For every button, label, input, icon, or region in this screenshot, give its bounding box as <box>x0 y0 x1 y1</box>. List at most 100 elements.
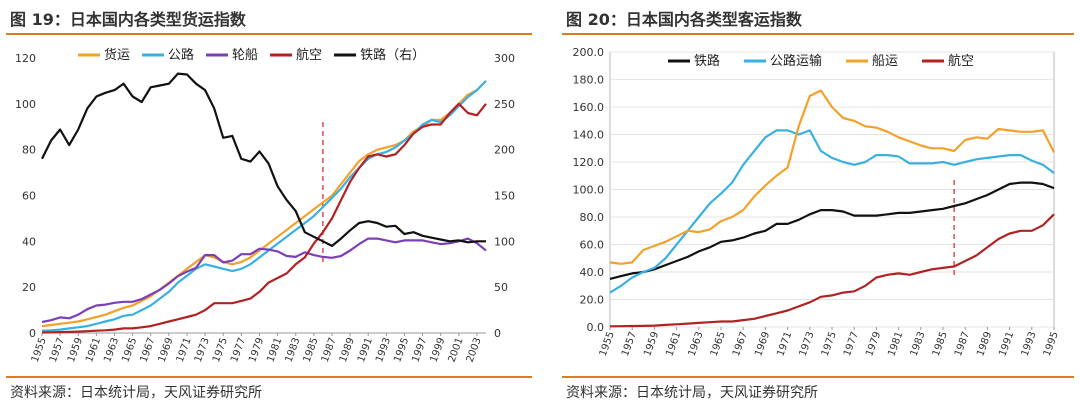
x-tick-label: 1981 <box>886 330 905 358</box>
y-tick-label: 20 <box>22 281 36 294</box>
x-tick-label: 1991 <box>356 336 375 364</box>
y-tick-label: 120.0 <box>573 156 605 169</box>
x-tick-label: 1959 <box>66 336 85 364</box>
x-tick-label: 1969 <box>157 336 176 364</box>
y-tick-label: 0 <box>29 327 36 340</box>
series-line-4 <box>41 102 487 334</box>
y2-tick-label: 100 <box>494 235 515 248</box>
legend-label-4: 航空 <box>296 47 322 63</box>
x-tick-label: 1983 <box>909 330 928 358</box>
legend-label-1: 铁路 <box>694 53 720 69</box>
y-tick-label: 180.0 <box>573 74 605 87</box>
x-tick-label: 1997 <box>410 336 429 364</box>
x-tick-label: 1977 <box>229 336 248 364</box>
x-tick-label: 1985 <box>302 336 321 364</box>
y-tick-label: 40.0 <box>580 266 605 279</box>
y2-tick-label: 200 <box>494 144 515 157</box>
y2-tick-label: 50 <box>494 281 508 294</box>
series-line-1 <box>609 181 1055 280</box>
freight-title-rule <box>6 33 532 35</box>
y2-tick-label: 250 <box>494 98 515 111</box>
x-tick-label: 1961 <box>664 330 683 358</box>
freight-source-note: 资料来源：日本统计局，天风证券研究所 <box>10 385 262 401</box>
x-tick-label: 1957 <box>48 336 67 364</box>
x-tick-label: 1967 <box>139 336 158 364</box>
passenger-index-panel: 图 20：日本国内各类型客运指数 0.0 20.0 40.0 60.0 80.0 100.… <box>556 0 1080 405</box>
series-line-5 <box>41 72 486 247</box>
x-tick-label: 1981 <box>265 336 284 364</box>
freight-source-rule <box>6 376 532 378</box>
x-tick-label: 1975 <box>211 336 230 364</box>
y-tick-label: 140.0 <box>573 129 605 142</box>
x-tick-label: 1967 <box>731 330 750 358</box>
passenger-index-chart: 0.0 20.0 40.0 60.0 80.0 100.0 120.0 140.0 160.0 1… <box>573 46 1061 358</box>
legend-label-2: 公路 <box>168 47 194 63</box>
y-tick-label: 40 <box>22 235 36 248</box>
legend-label-3: 轮船 <box>232 48 258 63</box>
series-line-4 <box>609 213 1055 328</box>
x-tick-label: 2001 <box>447 336 466 364</box>
passenger-title-rule <box>562 33 1074 35</box>
y2-tick-label: 0 <box>494 327 501 340</box>
x-tick-label: 1979 <box>247 336 266 364</box>
x-tick-label: 1977 <box>842 330 861 358</box>
y2-tick-label: 300 <box>494 52 515 65</box>
y-tick-label: 80.0 <box>580 211 605 224</box>
passenger-chart-title: 图 20：日本国内各类型客运指数 <box>566 10 802 29</box>
legend-label-4: 航空 <box>948 53 974 69</box>
y-tick-label: 100.0 <box>573 184 605 197</box>
x-tick-label: 1963 <box>102 336 121 364</box>
legend-label-1: 货运 <box>104 47 130 63</box>
y-tick-label: 200.0 <box>573 46 605 59</box>
legend-label-5: 铁路（右） <box>360 47 425 63</box>
y-tick-label: 120 <box>15 52 36 65</box>
x-tick-label: 2003 <box>465 336 484 364</box>
x-tick-label: 1957 <box>620 330 639 358</box>
series-line-2 <box>609 129 1055 294</box>
x-tick-label: 1971 <box>775 330 794 358</box>
y2-tick-label: 150 <box>494 190 515 203</box>
x-tick-label: 1999 <box>428 336 447 364</box>
x-tick-label: 1963 <box>687 330 706 358</box>
series-line-3 <box>609 89 1055 265</box>
x-tick-label: 1965 <box>709 330 728 358</box>
x-tick-label: 1979 <box>864 330 883 358</box>
x-tick-label: 1975 <box>820 330 839 358</box>
x-tick-label: 1959 <box>642 330 661 358</box>
freight-chart-title: 图 19：日本国内各类型货运指数 <box>10 10 246 29</box>
x-tick-label: 1955 <box>598 330 617 358</box>
y-tick-label: 160.0 <box>573 101 605 114</box>
x-tick-label: 1955 <box>30 336 49 364</box>
series-line-1 <box>41 80 487 328</box>
y-tick-label: 0.0 <box>587 321 605 334</box>
freight-index-panel: 图 19：日本国内各类型货运指数 0 20 40 60 80 100 120 0 50 100 15… <box>6 10 532 401</box>
x-tick-label: 1993 <box>374 336 393 364</box>
series-line-3 <box>41 237 487 324</box>
y-tick-label: 60.0 <box>580 239 605 252</box>
x-tick-label: 1987 <box>953 330 972 358</box>
x-tick-label: 1989 <box>975 330 994 358</box>
x-tick-label: 1989 <box>338 336 357 364</box>
x-tick-label: 1971 <box>175 336 194 364</box>
x-tick-label: 1965 <box>120 336 139 364</box>
legend-label-2: 公路运输 <box>770 53 822 69</box>
x-tick-label: 1995 <box>392 336 411 364</box>
legend-label-3: 船运 <box>872 54 898 69</box>
passenger-source-note: 资料来源：日本统计局，天风证券研究所 <box>566 385 818 401</box>
x-tick-label: 1969 <box>753 330 772 358</box>
y-tick-label: 80 <box>22 144 36 157</box>
x-tick-label: 1973 <box>798 330 817 358</box>
x-tick-label: 1983 <box>283 336 302 364</box>
x-tick-label: 1973 <box>193 336 212 364</box>
x-tick-label: 1993 <box>1020 330 1039 358</box>
x-tick-label: 1987 <box>320 336 339 364</box>
x-tick-label: 1961 <box>84 336 103 364</box>
y-tick-label: 60 <box>22 190 36 203</box>
series-line-2 <box>41 80 487 332</box>
x-tick-label: 1985 <box>931 330 950 358</box>
passenger-source-rule <box>562 376 1074 378</box>
x-tick-label: 1991 <box>997 330 1016 358</box>
y-tick-label: 100 <box>15 98 36 111</box>
y-tick-label: 20.0 <box>580 294 605 307</box>
